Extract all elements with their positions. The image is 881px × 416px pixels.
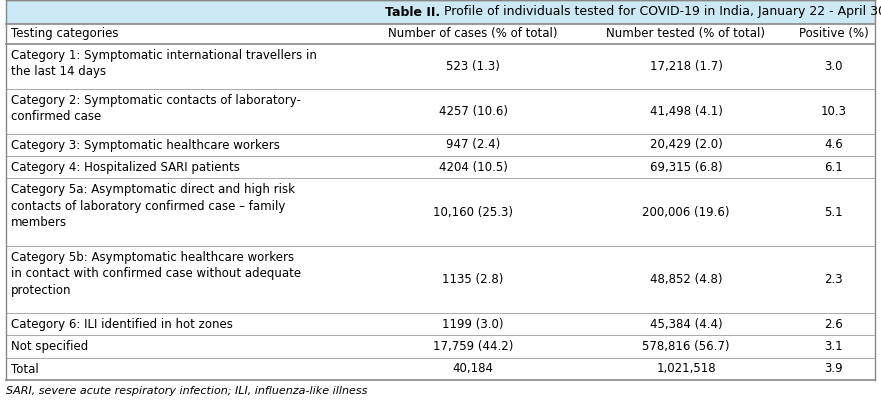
Text: Testing categories: Testing categories [11,27,119,40]
Text: 17,759 (44.2): 17,759 (44.2) [433,340,514,353]
Text: 3.9: 3.9 [825,362,843,376]
Text: 5.1: 5.1 [825,206,843,218]
Text: Category 5a: Asymptomatic direct and high risk
contacts of laboratory confirmed : Category 5a: Asymptomatic direct and hig… [11,183,295,230]
Text: 10,160 (25.3): 10,160 (25.3) [433,206,513,218]
Text: 947 (2.4): 947 (2.4) [446,139,500,151]
Text: 4257 (10.6): 4257 (10.6) [439,105,507,118]
Text: Profile of individuals tested for COVID-19 in India, January 22 - April 30, 2020: Profile of individuals tested for COVID-… [440,5,881,18]
Bar [6,89,875,134]
Bar [6,156,875,178]
Text: 1135 (2.8): 1135 (2.8) [442,273,504,286]
Text: 4.6: 4.6 [825,139,843,151]
Text: Category 2: Symptomatic contacts of laboratory-
confirmed case: Category 2: Symptomatic contacts of labo… [11,94,301,123]
Text: Number of cases (% of total): Number of cases (% of total) [389,27,558,40]
Text: Category 6: ILI identified in hot zones: Category 6: ILI identified in hot zones [11,318,233,331]
Text: 2.6: 2.6 [825,318,843,331]
Bar [6,24,875,44]
Text: Positive (%): Positive (%) [799,27,869,40]
Bar [6,246,875,313]
Text: 10.3: 10.3 [821,105,847,118]
Text: 45,384 (4.4): 45,384 (4.4) [649,318,722,331]
Text: Category 1: Symptomatic international travellers in
the last 14 days: Category 1: Symptomatic international tr… [11,49,317,79]
Text: SARI, severe acute respiratory infection; ILI, influenza-like illness: SARI, severe acute respiratory infection… [6,386,367,396]
Bar [6,0,875,24]
Text: 200,006 (19.6): 200,006 (19.6) [642,206,729,218]
Text: 6.1: 6.1 [825,161,843,174]
Text: 2.3: 2.3 [825,273,843,286]
Bar [6,178,875,246]
Text: Number tested (% of total): Number tested (% of total) [606,27,766,40]
Text: 523 (1.3): 523 (1.3) [446,60,500,73]
Text: 4204 (10.5): 4204 (10.5) [439,161,507,174]
Text: 3.0: 3.0 [825,60,843,73]
Bar [6,134,875,156]
Text: 17,218 (1.7): 17,218 (1.7) [649,60,722,73]
Text: 1199 (3.0): 1199 (3.0) [442,318,504,331]
Text: 1,021,518: 1,021,518 [656,362,715,376]
Text: Category 4: Hospitalized SARI patients: Category 4: Hospitalized SARI patients [11,161,240,174]
Text: Category 5b: Asymptomatic healthcare workers
in contact with confirmed case with: Category 5b: Asymptomatic healthcare wor… [11,251,301,297]
Bar [6,313,875,335]
Text: 41,498 (4.1): 41,498 (4.1) [649,105,722,118]
Text: 48,852 (4.8): 48,852 (4.8) [650,273,722,286]
Text: 3.1: 3.1 [825,340,843,353]
Text: Total: Total [11,363,39,376]
Text: Not specified: Not specified [11,340,88,353]
Text: 20,429 (2.0): 20,429 (2.0) [649,139,722,151]
Text: Category 3: Symptomatic healthcare workers: Category 3: Symptomatic healthcare worke… [11,139,280,152]
Bar [6,358,875,380]
Text: 40,184: 40,184 [453,362,493,376]
Bar [6,44,875,89]
Text: Table II.: Table II. [385,5,440,18]
Text: 578,816 (56.7): 578,816 (56.7) [642,340,729,353]
Text: 69,315 (6.8): 69,315 (6.8) [649,161,722,174]
Bar [6,335,875,358]
